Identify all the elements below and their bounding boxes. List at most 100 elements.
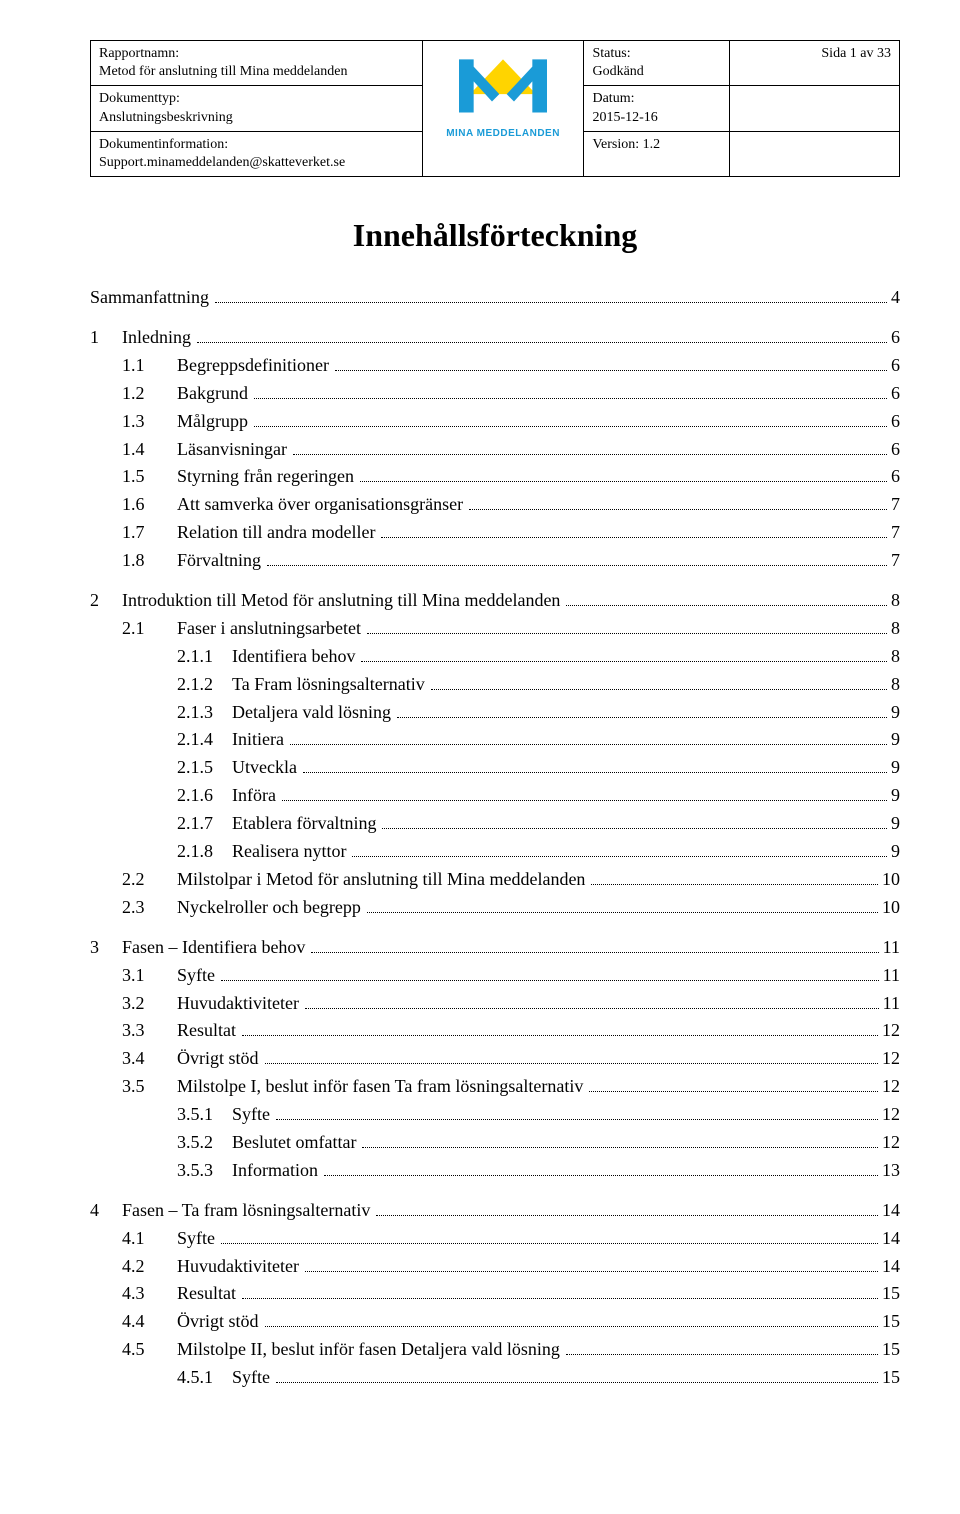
toc-leader-dots [362, 1147, 878, 1148]
toc-entry-text: Målgrupp [177, 408, 252, 436]
toc-entry-page: 11 [881, 934, 900, 962]
toc-entry-page: 11 [881, 962, 900, 990]
toc-entry-number: 4.1 [122, 1225, 177, 1253]
toc-entry-text: Utveckla [232, 754, 301, 782]
toc-entry-page: 10 [880, 894, 900, 922]
toc-entry-text: Introduktion till Metod för anslutning t… [122, 587, 564, 615]
toc-leader-dots [382, 828, 887, 829]
toc-entry-text: Syfte [232, 1364, 274, 1392]
toc-entry-page: 15 [880, 1364, 900, 1392]
toc-entry-page: 12 [880, 1101, 900, 1129]
toc-entry: 1.5Styrning från regeringen6 [90, 463, 900, 491]
toc-leader-dots [352, 856, 887, 857]
toc-entry-page: 9 [889, 699, 900, 727]
toc-entry: 3Fasen – Identifiera behov11 [90, 934, 900, 962]
toc-entry: 3.5.1Syfte12 [90, 1101, 900, 1129]
toc-leader-dots [276, 1382, 878, 1383]
sida-label: Sida 1 av 33 [821, 46, 891, 61]
toc-entry: 2.1.7Etablera förvaltning9 [90, 810, 900, 838]
toc-entry: 3.5.2Beslutet omfattar 12 [90, 1129, 900, 1157]
toc-entry: 2.1.5Utveckla9 [90, 754, 900, 782]
toc-entry-text: Syfte [177, 962, 219, 990]
toc-entry-page: 14 [880, 1197, 900, 1225]
toc-entry: 4.5Milstolpe II, beslut inför fasen Deta… [90, 1336, 900, 1364]
toc-entry-page: 13 [880, 1157, 900, 1185]
toc-leader-dots [431, 689, 887, 690]
toc-entry-text: Huvudaktiviteter [177, 990, 303, 1018]
toc-entry: 4.1Syfte14 [90, 1225, 900, 1253]
toc-entry-text: Förvaltning [177, 547, 265, 575]
toc-entry: 2.1.2Ta Fram lösningsalternativ8 [90, 671, 900, 699]
toc-entry-text: Milstolpar i Metod för anslutning till M… [177, 866, 589, 894]
toc-entry-page: 9 [889, 838, 900, 866]
toc-gap [90, 575, 900, 587]
toc-leader-dots [397, 717, 887, 718]
toc-entry-number: 3.3 [122, 1017, 177, 1045]
status-label: Status: [592, 45, 721, 63]
toc-entry: 2.1.1Identifiera behov8 [90, 643, 900, 671]
toc-entry: 2.1.3Detaljera vald lösning9 [90, 699, 900, 727]
toc-entry: 2Introduktion till Metod för anslutning … [90, 587, 900, 615]
toc-leader-dots [469, 509, 887, 510]
cell-dokumenttyp: Dokumenttyp: Anslutningsbeskrivning [91, 86, 423, 131]
toc-entry-text: Resultat [177, 1280, 240, 1308]
toc-entry-text: Övrigt stöd [177, 1045, 263, 1073]
toc-entry-page: 12 [880, 1045, 900, 1073]
toc-leader-dots [290, 744, 887, 745]
toc-entry-number: 4.5 [122, 1336, 177, 1364]
toc-entry: 2.3Nyckelroller och begrepp10 [90, 894, 900, 922]
toc-entry-text: Beslutet omfattar [232, 1129, 360, 1157]
toc-leader-dots [254, 426, 887, 427]
toc-entry: 2.2Milstolpar i Metod för anslutning til… [90, 866, 900, 894]
toc-entry-page: 8 [889, 671, 900, 699]
toc-leader-dots [591, 884, 878, 885]
dokumentinfo-value: Support.minameddelanden@skatteverket.se [99, 154, 414, 172]
toc-entry: 3.1Syfte 11 [90, 962, 900, 990]
toc-entry-text: Milstolpe I, beslut inför fasen Ta fram … [177, 1073, 587, 1101]
toc-entry-text: Milstolpe II, beslut inför fasen Detalje… [177, 1336, 564, 1364]
toc-entry-page: 8 [889, 587, 900, 615]
toc-entry-number: 2.1.6 [177, 782, 232, 810]
toc-entry: 1.2Bakgrund6 [90, 380, 900, 408]
toc-entry-text: Att samverka över organisationsgränser [177, 491, 467, 519]
toc-entry-page: 6 [889, 380, 900, 408]
toc-entry-number: 1.7 [122, 519, 177, 547]
toc-entry-text: Initiera [232, 726, 288, 754]
toc-entry-page: 10 [880, 866, 900, 894]
toc-leader-dots [267, 565, 887, 566]
toc-entry: 1Inledning6 [90, 324, 900, 352]
toc-entry-page: 12 [880, 1129, 900, 1157]
toc-entry-text: Sammanfattning [90, 284, 213, 312]
toc-entry-number: 1.3 [122, 408, 177, 436]
toc-entry: 1.1Begreppsdefinitioner6 [90, 352, 900, 380]
rapportnamn-label: Rapportnamn: [99, 45, 414, 63]
toc-entry-number: 2 [90, 587, 122, 615]
toc-entry-page: 6 [889, 463, 900, 491]
toc-entry-number: 2.1.5 [177, 754, 232, 782]
toc-entry: Sammanfattning 4 [90, 284, 900, 312]
table-of-contents: Sammanfattning 4 1Inledning61.1Begreppsdef… [90, 284, 900, 1392]
toc-entry: 2.1Faser i anslutningsarbetet8 [90, 615, 900, 643]
toc-entry-number: 1.4 [122, 436, 177, 464]
toc-entry: 2.1.4Initiera9 [90, 726, 900, 754]
toc-entry-number: 3.1 [122, 962, 177, 990]
toc-entry-number: 2.1.8 [177, 838, 232, 866]
toc-leader-dots [265, 1063, 878, 1064]
cell-version: Version: 1.2 [584, 131, 730, 176]
toc-entry-page: 14 [880, 1253, 900, 1281]
toc-leader-dots [589, 1091, 878, 1092]
cell-logo: MINA MEDDELANDEN [422, 41, 584, 177]
toc-entry-text: Ta Fram lösningsalternativ [232, 671, 429, 699]
datum-label: Datum: [592, 90, 721, 108]
toc-entry-page: 4 [889, 284, 900, 312]
toc-entry-text: Huvudaktiviteter [177, 1253, 303, 1281]
toc-entry-number: 1.2 [122, 380, 177, 408]
mina-meddelanden-logo-icon [448, 45, 558, 125]
cell-empty2 [730, 131, 900, 176]
toc-entry-number: 2.2 [122, 866, 177, 894]
toc-entry: 4.2Huvudaktiviteter14 [90, 1253, 900, 1281]
toc-entry-number: 3.5.2 [177, 1129, 232, 1157]
toc-leader-dots [221, 1243, 878, 1244]
toc-leader-dots [254, 398, 887, 399]
toc-entry-number: 3.2 [122, 990, 177, 1018]
